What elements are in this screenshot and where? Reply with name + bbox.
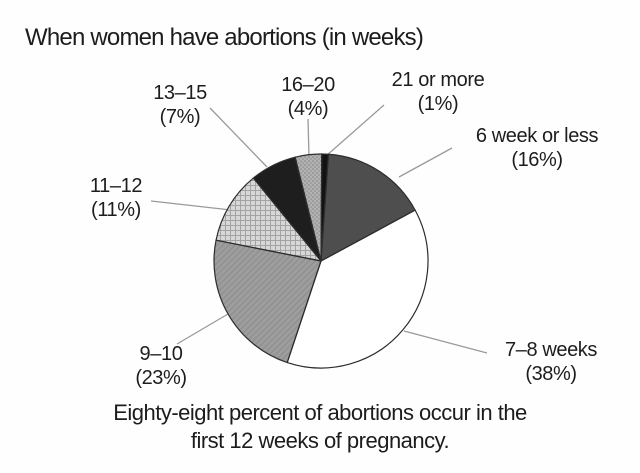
pie-slices-group [213,153,429,369]
callout-label-11-12: 11–12 (11%) [89,174,143,222]
callout-range: 13–15 [153,82,207,104]
callout-percent: (16%) [511,149,563,171]
callout-range: 21 or more [391,69,485,91]
callout-label-21-or-more: 21 or more (1%) [392,68,485,116]
pie-slice-outline-21-or-more [320,153,330,262]
callout-percent: (23%) [135,367,187,389]
callout-range: 11–12 [89,175,143,197]
caption-line-1: Eighty-eight percent of abortions occur … [113,400,527,425]
callout-percent: (11%) [91,199,141,221]
chart-title: When women have abortions (in weeks) [25,24,424,51]
leader-line-21-or-more [325,104,385,157]
callout-percent: (7%) [159,106,201,128]
pie-slice-outline-7-8-weeks [286,209,429,369]
callout-range: 7–8 weeks [504,339,598,361]
leader-line-9-10 [176,313,229,345]
callout-percent: (4%) [287,98,329,120]
pie-slice-7-8-weeks [287,210,428,368]
pie-slice-13-15 [253,157,321,261]
callout-percent: (38%) [525,363,577,385]
pie-slice-outline-9-10 [213,239,322,364]
caption-line-2: first 12 weeks of pregnancy. [190,428,450,453]
callout-label-6-week-or-less: 6 week or less (16%) [475,124,599,172]
chart-caption: Eighty-eight percent of abortions occur … [0,399,640,455]
callout-percent: (1%) [417,93,459,115]
leader-line-7-8-weeks [403,330,488,354]
callout-range: 16–20 [281,74,335,96]
callout-label-7-8-weeks: 7–8 weeks (38%) [505,338,597,386]
callout-label-9-10: 9–10 (23%) [135,342,187,390]
callout-label-13-15: 13–15 (7%) [153,81,207,129]
callout-label-16-20: 16–20 (4%) [281,73,335,121]
leader-line-13-15 [209,107,268,168]
pie-slice-pattern-16-20 [295,153,322,261]
pie-slice-pattern-9-10 [214,240,321,363]
leader-lines-group [150,104,488,354]
callout-range: 6 week or less [475,125,599,147]
pie-slice-outline-6-week-or-less [320,153,416,262]
callout-range: 9–10 [139,343,183,365]
pie-slice-outline-11-12 [215,177,322,262]
leader-line-16-20 [307,118,310,158]
pie-slice-pattern-11-12 [216,178,321,261]
leader-line-11-12 [150,200,232,211]
leader-line-6-week-or-less [398,147,453,178]
